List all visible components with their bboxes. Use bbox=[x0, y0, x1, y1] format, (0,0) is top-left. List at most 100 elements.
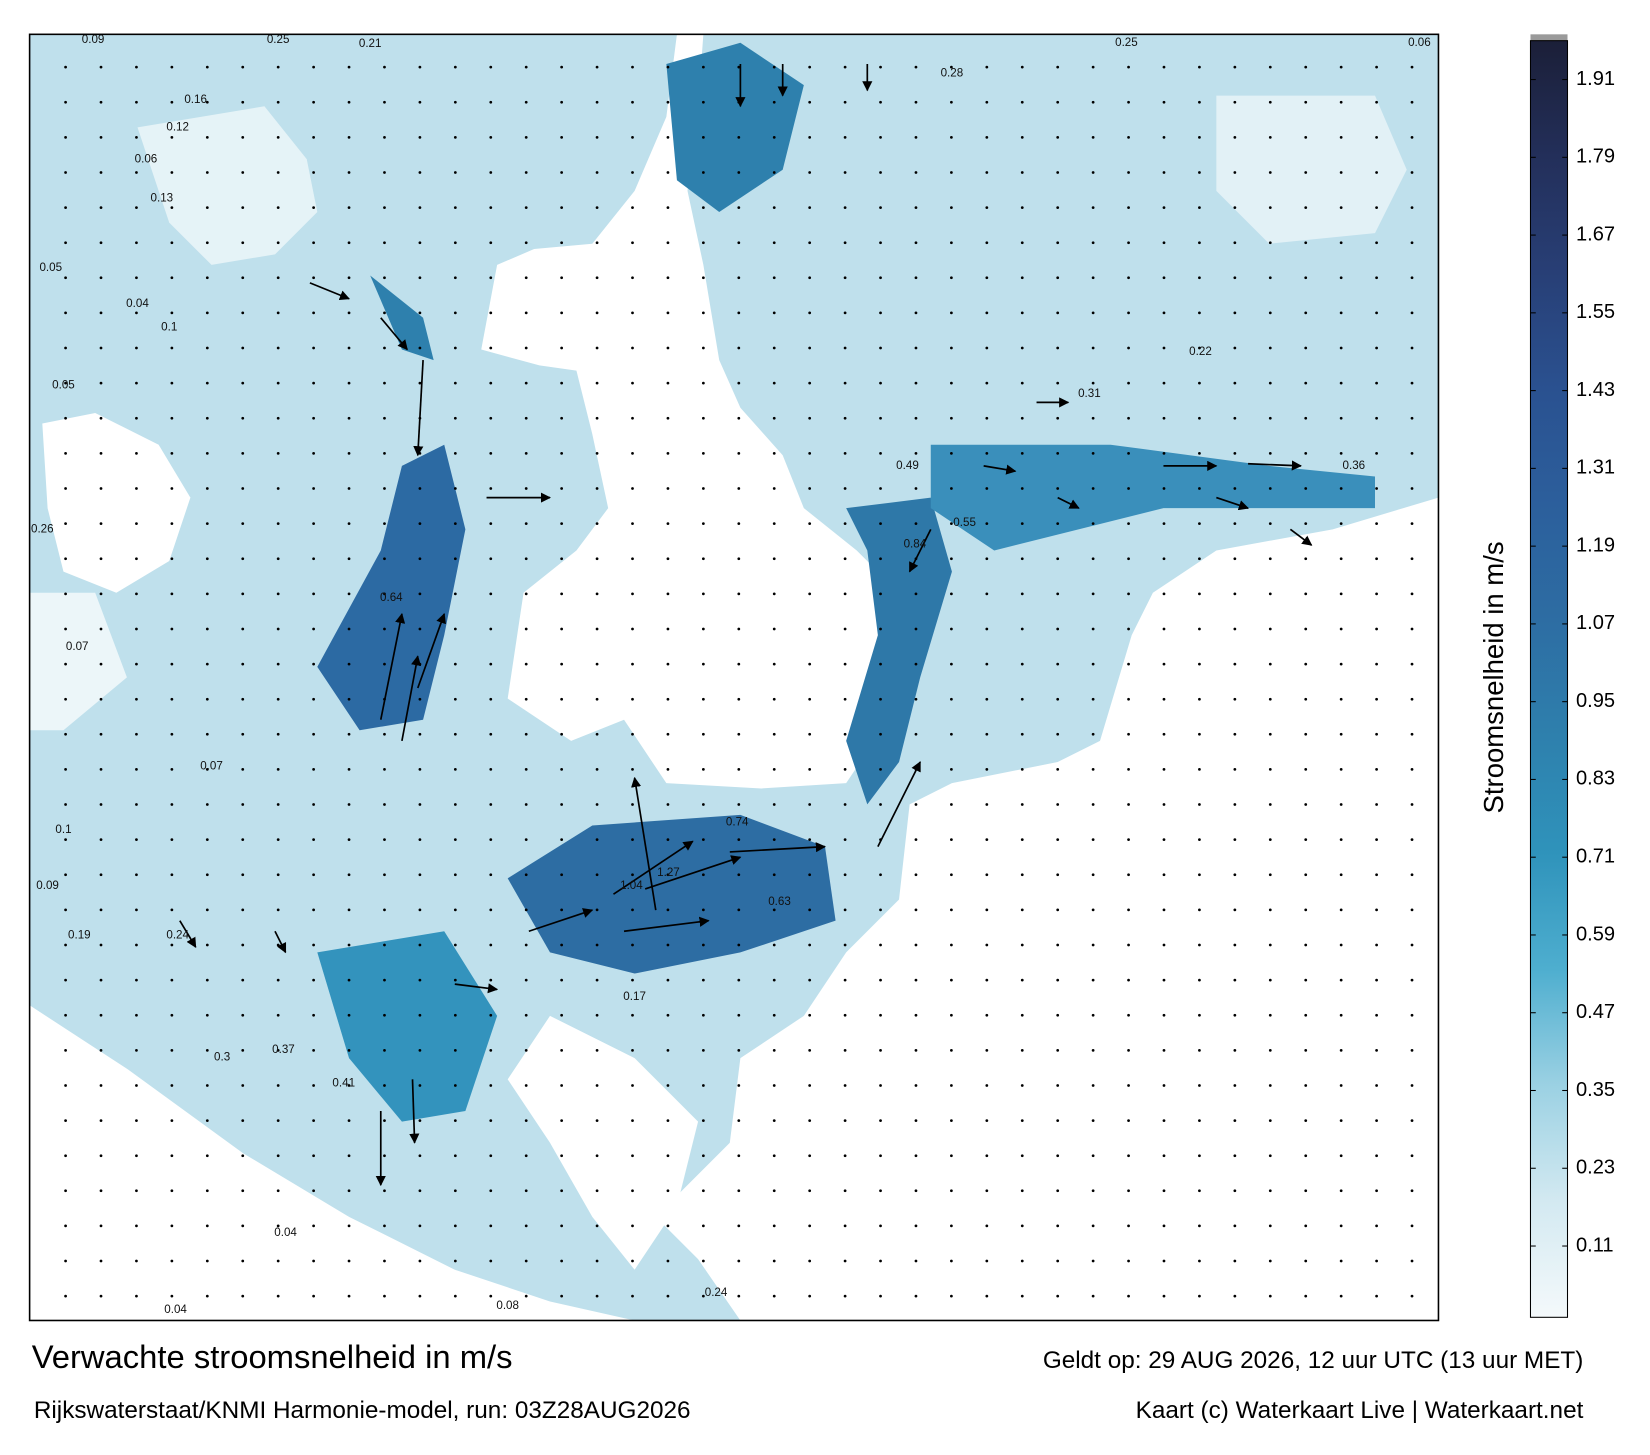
grid-dot bbox=[1233, 487, 1237, 490]
grid-dot bbox=[489, 838, 493, 842]
speed-label: 0.1 bbox=[55, 823, 71, 836]
grid-dot bbox=[772, 627, 776, 631]
grid-dot bbox=[1162, 697, 1166, 701]
grid-dot bbox=[1020, 206, 1024, 209]
grid-dot bbox=[489, 1259, 493, 1263]
grid-dot bbox=[737, 838, 741, 842]
grid-dot bbox=[312, 206, 315, 209]
grid-dot bbox=[1162, 1259, 1166, 1263]
grid-dot bbox=[701, 100, 705, 104]
grid-dot bbox=[1410, 206, 1414, 209]
grid-dot bbox=[312, 803, 315, 806]
grid-dot bbox=[418, 346, 422, 350]
grid-dot bbox=[418, 487, 422, 490]
grid-dot bbox=[1410, 276, 1414, 280]
grid-dot bbox=[843, 416, 847, 420]
grid-dot bbox=[560, 627, 564, 631]
speed-label: 0.09 bbox=[82, 33, 105, 46]
grid-dot bbox=[560, 452, 564, 455]
grid-dot bbox=[1339, 943, 1343, 947]
grid-dot bbox=[1304, 592, 1308, 596]
grid-dot bbox=[631, 452, 634, 455]
grid-dot bbox=[312, 452, 315, 455]
grid-dot bbox=[666, 346, 670, 350]
grid-dot bbox=[524, 873, 528, 877]
grid-dot bbox=[312, 522, 315, 525]
grid-dot bbox=[1127, 381, 1130, 385]
grid-dot bbox=[135, 803, 138, 806]
grid-dot bbox=[985, 592, 989, 596]
grid-dot bbox=[489, 1294, 493, 1298]
grid-dot bbox=[1127, 1084, 1130, 1087]
grid-dot bbox=[985, 1048, 989, 1052]
grid-dot bbox=[666, 1189, 670, 1193]
grid-dot bbox=[276, 416, 280, 420]
grid-dot bbox=[1233, 100, 1237, 104]
grid-dot bbox=[631, 697, 634, 701]
grid-dot bbox=[1091, 276, 1095, 280]
grid-dot bbox=[64, 908, 67, 912]
grid-dot bbox=[1162, 627, 1166, 631]
grid-dot bbox=[170, 206, 174, 209]
grid-dot bbox=[772, 873, 776, 877]
grid-dot bbox=[1198, 768, 1201, 771]
grid-dot bbox=[1410, 1224, 1414, 1228]
grid-dot bbox=[312, 592, 315, 596]
grid-dot bbox=[312, 1084, 315, 1087]
grid-dot bbox=[1198, 276, 1201, 280]
grid-dot bbox=[1020, 1259, 1024, 1263]
grid-dot bbox=[524, 592, 528, 596]
grid-dot bbox=[701, 1084, 705, 1087]
grid-dot bbox=[135, 135, 138, 139]
grid-dot bbox=[595, 978, 599, 982]
grid-dot bbox=[453, 592, 457, 596]
grid-dot bbox=[808, 1294, 812, 1298]
grid-dot bbox=[524, 1259, 528, 1263]
grid-dot bbox=[1375, 241, 1378, 245]
grid-dot bbox=[701, 1294, 705, 1298]
grid-dot bbox=[701, 557, 705, 561]
grid-dot bbox=[170, 943, 174, 947]
grid-dot bbox=[1198, 592, 1201, 596]
grid-dot bbox=[383, 1294, 386, 1298]
grid-dot bbox=[1198, 1154, 1201, 1158]
grid-dot bbox=[1233, 1154, 1237, 1158]
grid-dot bbox=[1304, 1224, 1308, 1228]
grid-dot bbox=[1056, 873, 1060, 877]
grid-dot bbox=[985, 206, 989, 209]
grid-dot bbox=[985, 908, 989, 912]
grid-dot bbox=[950, 1154, 953, 1158]
grid-dot bbox=[631, 1013, 634, 1017]
grid-dot bbox=[347, 100, 351, 104]
grid-dot bbox=[666, 1224, 670, 1228]
grid-dot bbox=[737, 1259, 741, 1263]
grid-dot bbox=[879, 522, 882, 525]
speed-label: 0.26 bbox=[31, 523, 54, 536]
grid-dot bbox=[1127, 627, 1130, 631]
grid-dot bbox=[64, 452, 67, 455]
grid-dot bbox=[843, 1084, 847, 1087]
grid-dot bbox=[808, 697, 812, 701]
grid-dot bbox=[1410, 1048, 1414, 1052]
grid-dot bbox=[205, 557, 209, 561]
grid-dot bbox=[1304, 697, 1308, 701]
grid-dot bbox=[985, 768, 989, 771]
grid-dot bbox=[1339, 487, 1343, 490]
grid-dot bbox=[914, 803, 918, 806]
grid-dot bbox=[453, 241, 457, 245]
grid-dot bbox=[950, 1259, 953, 1263]
grid-dot bbox=[1410, 1189, 1414, 1193]
grid-dot bbox=[595, 241, 599, 245]
grid-dot bbox=[135, 873, 138, 877]
grid-dot bbox=[701, 873, 705, 877]
grid-dot bbox=[595, 171, 599, 174]
colorbar-tick-label: 0.59 bbox=[1576, 923, 1615, 945]
grid-dot bbox=[808, 1013, 812, 1017]
current-arrows bbox=[179, 63, 1313, 1187]
grid-dot bbox=[1127, 1294, 1130, 1298]
grid-dot bbox=[914, 873, 918, 877]
grid-dot bbox=[843, 768, 847, 771]
grid-dot bbox=[879, 241, 882, 245]
grid-dot bbox=[241, 697, 245, 701]
grid-dot bbox=[64, 978, 67, 982]
